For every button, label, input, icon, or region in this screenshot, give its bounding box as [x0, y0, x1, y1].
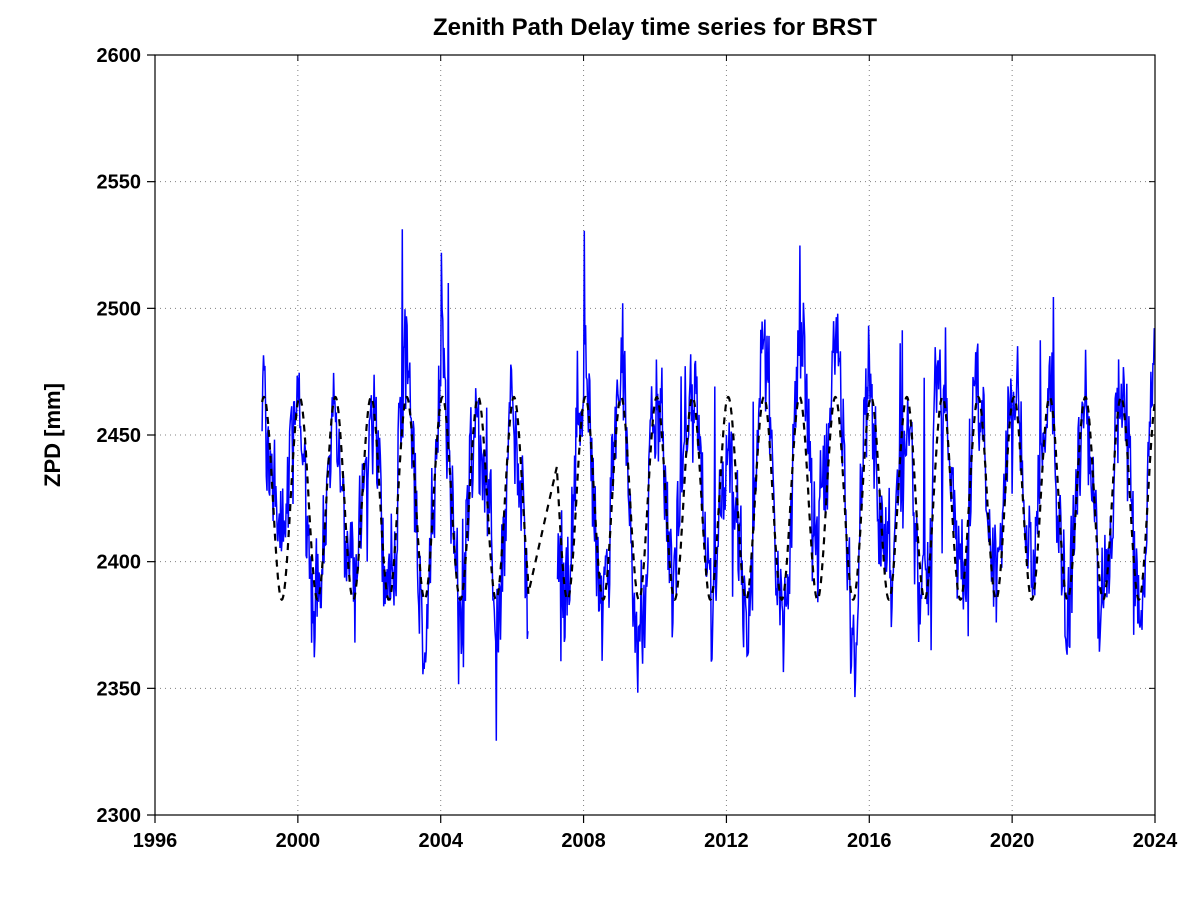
x-tick-label: 2016 — [847, 830, 892, 852]
x-tick-label: 2024 — [1133, 830, 1178, 852]
y-axis-label: ZPD [mm] — [40, 383, 65, 487]
x-tick-label: 1996 — [133, 830, 178, 852]
y-tick-label: 2300 — [97, 805, 142, 827]
zpd-time-series-chart: 1996 2000 2004 2008 2012 2016 2020 2024 2300 235… — [0, 0, 1201, 901]
y-tick-label: 2600 — [97, 45, 142, 67]
x-tick-label: 2020 — [990, 830, 1035, 852]
y-tick-label: 2450 — [97, 425, 142, 447]
zpd-series — [558, 231, 1156, 697]
x-tick-label: 2012 — [704, 830, 749, 852]
x-tick-label: 2000 — [276, 830, 321, 852]
zpd-series — [262, 229, 528, 740]
data-series-group — [262, 229, 1155, 740]
y-tick-label: 2500 — [97, 298, 142, 320]
y-tick-label: 2350 — [97, 678, 142, 700]
y-tick-label: 2400 — [97, 552, 142, 574]
chart-container: 1996 2000 2004 2008 2012 2016 2020 2024 2300 235… — [0, 0, 1201, 901]
chart-title: Zenith Path Delay time series for BRST — [433, 14, 877, 41]
x-tick-label: 2008 — [561, 830, 606, 852]
y-tick-label: 2550 — [97, 172, 142, 194]
x-tick-label: 2004 — [418, 830, 463, 852]
